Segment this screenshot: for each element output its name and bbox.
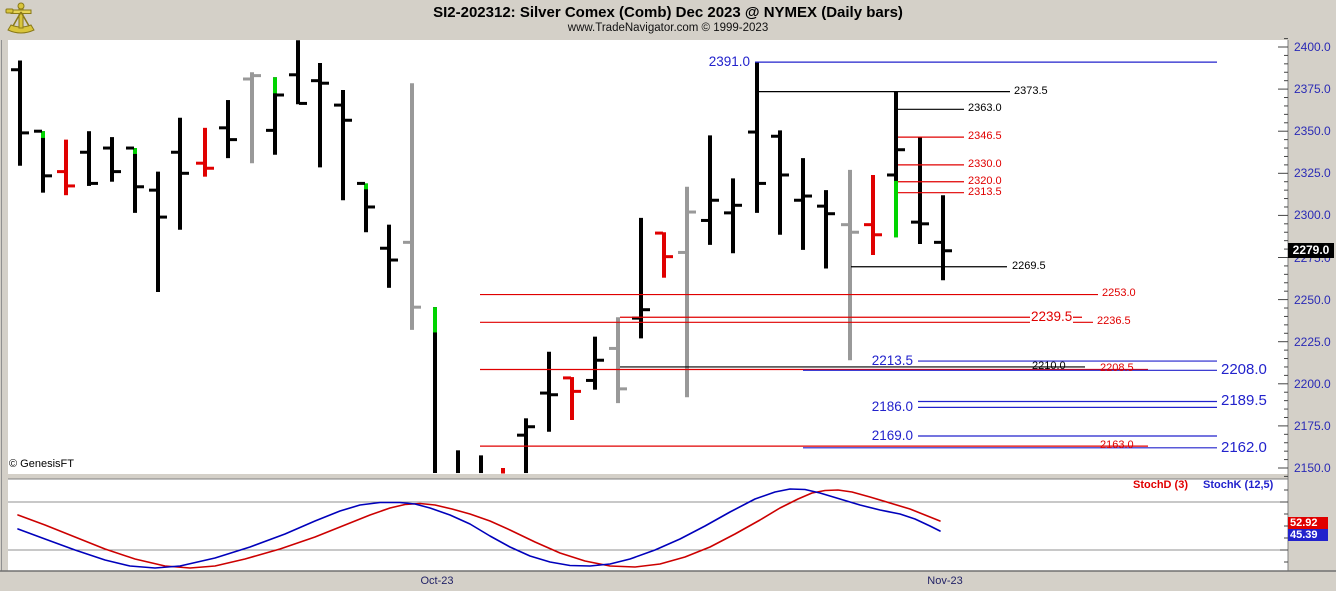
date-axis-label-nov: Nov-23: [927, 575, 963, 587]
level-label-2269.5: 2269.5: [1012, 259, 1046, 272]
stochd-value-badge: 52.92: [1288, 517, 1328, 529]
level-label-2210.0: 2210.0: [1032, 359, 1066, 372]
date-axis-label-oct: Oct-23: [420, 575, 454, 587]
level-label-2208.0: 2208.0: [1221, 361, 1267, 379]
level-label-2391.0: 2391.0: [708, 53, 750, 69]
stochk-legend-label[interactable]: StochK (12,5): [1203, 479, 1274, 491]
stoch-panel-bg: [8, 479, 1288, 571]
price-axis-label: 2325.0: [1294, 166, 1331, 181]
stochd-legend-label[interactable]: StochD (3): [1133, 479, 1188, 491]
price-axis-label: 2150.0: [1294, 461, 1331, 475]
level-label-2186.0: 2186.0: [871, 398, 913, 414]
level-label-2169.0: 2169.0: [871, 427, 913, 443]
price-panel-bg: [8, 40, 1288, 474]
price-axis-label: 2225.0: [1294, 334, 1331, 349]
level-label-2162.0: 2162.0: [1221, 438, 1267, 456]
stochk-curve: [17, 488, 941, 569]
level-label-2189.5: 2189.5: [1221, 392, 1267, 410]
level-label-2239.5: 2239.5: [1030, 308, 1074, 324]
chart-subtitle: www.TradeNavigator.com © 1999-2023: [567, 22, 769, 34]
level-label-2363.0: 2363.0: [968, 102, 1002, 115]
stochk-value-badge: 45.39: [1288, 529, 1328, 541]
price-axis-label: 2175.0: [1294, 418, 1331, 433]
level-label-2320.0: 2320.0: [968, 174, 1002, 187]
price-axis-label: 2300.0: [1294, 208, 1331, 223]
level-label-2208.5: 2208.5: [1100, 362, 1134, 375]
current-price-badge: 2279.0: [1288, 243, 1334, 258]
price-axis-label: 2375.0: [1294, 82, 1331, 97]
level-label-2330.0: 2330.0: [968, 157, 1002, 170]
level-label-2253.0: 2253.0: [1102, 287, 1136, 300]
level-label-2313.5: 2313.5: [968, 185, 1002, 198]
logo-graphic: [5, 2, 35, 34]
price-axis-label: 2250.0: [1294, 292, 1331, 307]
level-label-2346.5: 2346.5: [968, 130, 1002, 143]
stochd-curve: [17, 489, 941, 569]
price-axis-label: 2200.0: [1294, 376, 1331, 391]
chart-title: SI2-202312: Silver Comex (Comb) Dec 2023…: [433, 4, 903, 21]
level-label-2163.0: 2163.0: [1100, 439, 1134, 452]
price-axis-label: 2350.0: [1294, 124, 1331, 139]
level-label-2373.5: 2373.5: [1014, 84, 1048, 97]
price-axis-label: 2400.0: [1294, 40, 1331, 54]
copyright-text: © GenesisFT: [9, 458, 74, 470]
level-label-2213.5: 2213.5: [871, 352, 913, 368]
level-label-2236.5: 2236.5: [1097, 315, 1131, 328]
